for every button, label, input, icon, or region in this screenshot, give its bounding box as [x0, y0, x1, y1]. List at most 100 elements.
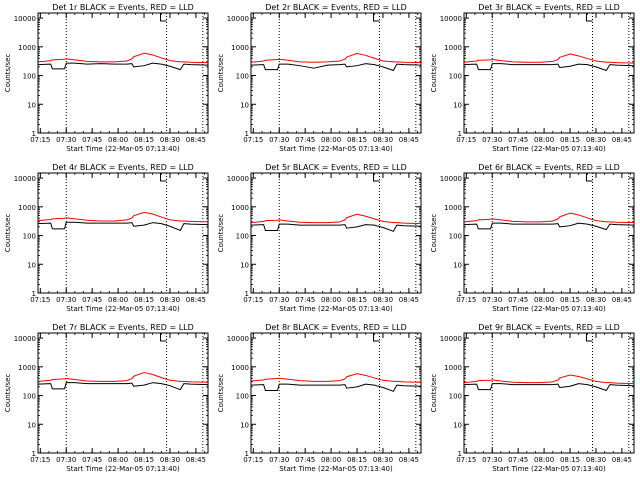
x-tick-label: 08:45 — [186, 456, 206, 464]
x-axis-label: Start Time (22-Mar-05 07:13:40) — [492, 145, 606, 153]
x-tick-label: 08:15 — [347, 456, 367, 464]
y-tick-label: 1000 — [231, 364, 249, 372]
events-series-line — [250, 223, 422, 232]
x-tick-label: 08:00 — [108, 296, 128, 304]
y-tick-label: 1 — [458, 450, 462, 458]
detector-panel: Det 9r BLACK = Events, RED = LLD 1 10 100 10… — [430, 323, 635, 473]
y-tick-label: 1 — [245, 290, 249, 298]
x-tick-label: 08:00 — [534, 456, 554, 464]
y-tick-label: 1 — [245, 130, 249, 138]
x-tick-label: 08:15 — [560, 296, 580, 304]
y-tick-label: 1000 — [444, 44, 462, 52]
x-tick-label: 08:30 — [586, 296, 606, 304]
x-tick-label: 08:00 — [321, 136, 341, 144]
events-series-line — [463, 63, 635, 71]
y-tick-label: 10000 — [14, 335, 36, 343]
x-tick-label: 07:45 — [295, 136, 315, 144]
y-tick-label: 1000 — [444, 204, 462, 212]
y-tick-label: 10000 — [440, 335, 462, 343]
y-tick-label: 10 — [240, 261, 249, 269]
x-tick-label: 08:45 — [399, 456, 419, 464]
plot-frame — [37, 332, 209, 454]
y-tick-label: 1 — [458, 290, 462, 298]
y-axis-label: Counts/sec — [4, 214, 12, 253]
x-tick-label: 08:30 — [160, 296, 180, 304]
x-tick-label: 08:45 — [399, 296, 419, 304]
x-tick-label: 08:30 — [373, 456, 393, 464]
x-tick-label: 08:15 — [134, 136, 154, 144]
flag-marker — [160, 13, 167, 22]
x-tick-label: 07:15 — [30, 136, 50, 144]
panel-title: Det 2r BLACK = Events, RED = LLD — [265, 3, 407, 12]
y-axis-label: Counts/sec — [217, 214, 225, 253]
y-tick-label: 10 — [27, 421, 36, 429]
x-tick-label: 07:45 — [295, 296, 315, 304]
flag-marker — [586, 333, 593, 342]
x-tick-label: 07:30 — [56, 456, 76, 464]
x-tick-label: 07:15 — [243, 136, 263, 144]
y-tick-label: 100 — [449, 73, 462, 81]
x-tick-label: 07:15 — [456, 456, 476, 464]
x-axis-label: Start Time (22-Mar-05 07:13:40) — [279, 465, 393, 473]
plot-frame — [250, 332, 422, 454]
x-tick-label: 08:00 — [321, 296, 341, 304]
x-axis-label: Start Time (22-Mar-05 07:13:40) — [279, 305, 393, 313]
x-tick-label: 07:15 — [30, 456, 50, 464]
panel-title: Det 9r BLACK = Events, RED = LLD — [478, 323, 620, 332]
lld-series-line — [250, 52, 422, 64]
plot-frame — [463, 12, 635, 134]
y-tick-label: 100 — [23, 393, 36, 401]
y-axis-label: Counts/sec — [430, 374, 438, 413]
events-series-line — [37, 62, 209, 71]
flag-marker — [373, 173, 380, 182]
y-tick-label: 100 — [236, 73, 249, 81]
lld-series-line — [250, 373, 422, 383]
y-tick-label: 1 — [458, 130, 462, 138]
x-tick-label: 07:30 — [482, 136, 502, 144]
x-tick-label: 07:15 — [30, 296, 50, 304]
y-tick-label: 1 — [32, 450, 36, 458]
y-tick-label: 100 — [236, 233, 249, 241]
x-tick-label: 08:15 — [134, 296, 154, 304]
y-tick-label: 10000 — [227, 15, 249, 23]
y-axis-label: Counts/sec — [430, 54, 438, 93]
x-tick-label: 07:45 — [82, 296, 102, 304]
lld-series-line — [37, 372, 209, 383]
panel-title: Det 6r BLACK = Events, RED = LLD — [478, 163, 620, 172]
detector-panel: Det 6r BLACK = Events, RED = LLD 1 10 100 10… — [430, 163, 635, 313]
x-tick-label: 07:30 — [269, 456, 289, 464]
y-axis-label: Counts/sec — [4, 374, 12, 413]
y-tick-label: 1000 — [231, 44, 249, 52]
y-tick-label: 10 — [453, 261, 462, 269]
y-axis-label: Counts/sec — [430, 214, 438, 253]
y-tick-label: 100 — [23, 233, 36, 241]
x-tick-label: 08:00 — [534, 296, 554, 304]
x-tick-label: 07:45 — [82, 456, 102, 464]
x-tick-label: 07:15 — [243, 296, 263, 304]
y-tick-label: 1 — [32, 130, 36, 138]
x-axis-label: Start Time (22-Mar-05 07:13:40) — [66, 305, 180, 313]
y-tick-label: 10 — [27, 101, 36, 109]
panel-title: Det 5r BLACK = Events, RED = LLD — [265, 163, 407, 172]
lld-series-line — [463, 53, 635, 64]
detector-panel: Det 4r BLACK = Events, RED = LLD 1 10 100 10… — [4, 163, 209, 313]
panel-title: Det 1r BLACK = Events, RED = LLD — [52, 3, 194, 12]
x-tick-label: 08:30 — [373, 136, 393, 144]
flag-marker — [373, 13, 380, 22]
x-tick-label: 08:45 — [186, 296, 206, 304]
flag-marker — [373, 333, 380, 342]
y-tick-label: 10000 — [440, 15, 462, 23]
x-tick-label: 08:30 — [586, 456, 606, 464]
y-tick-label: 10000 — [227, 175, 249, 183]
x-tick-label: 08:30 — [586, 136, 606, 144]
x-tick-label: 07:15 — [456, 296, 476, 304]
lld-series-line — [250, 213, 422, 225]
plot-frame — [250, 172, 422, 294]
x-tick-label: 07:15 — [243, 456, 263, 464]
flag-marker — [160, 333, 167, 342]
y-tick-label: 100 — [449, 393, 462, 401]
x-tick-label: 08:30 — [373, 296, 393, 304]
x-axis-label: Start Time (22-Mar-05 07:13:40) — [279, 145, 393, 153]
detector-panel: Det 2r BLACK = Events, RED = LLD 1 10 100 10… — [217, 3, 422, 153]
